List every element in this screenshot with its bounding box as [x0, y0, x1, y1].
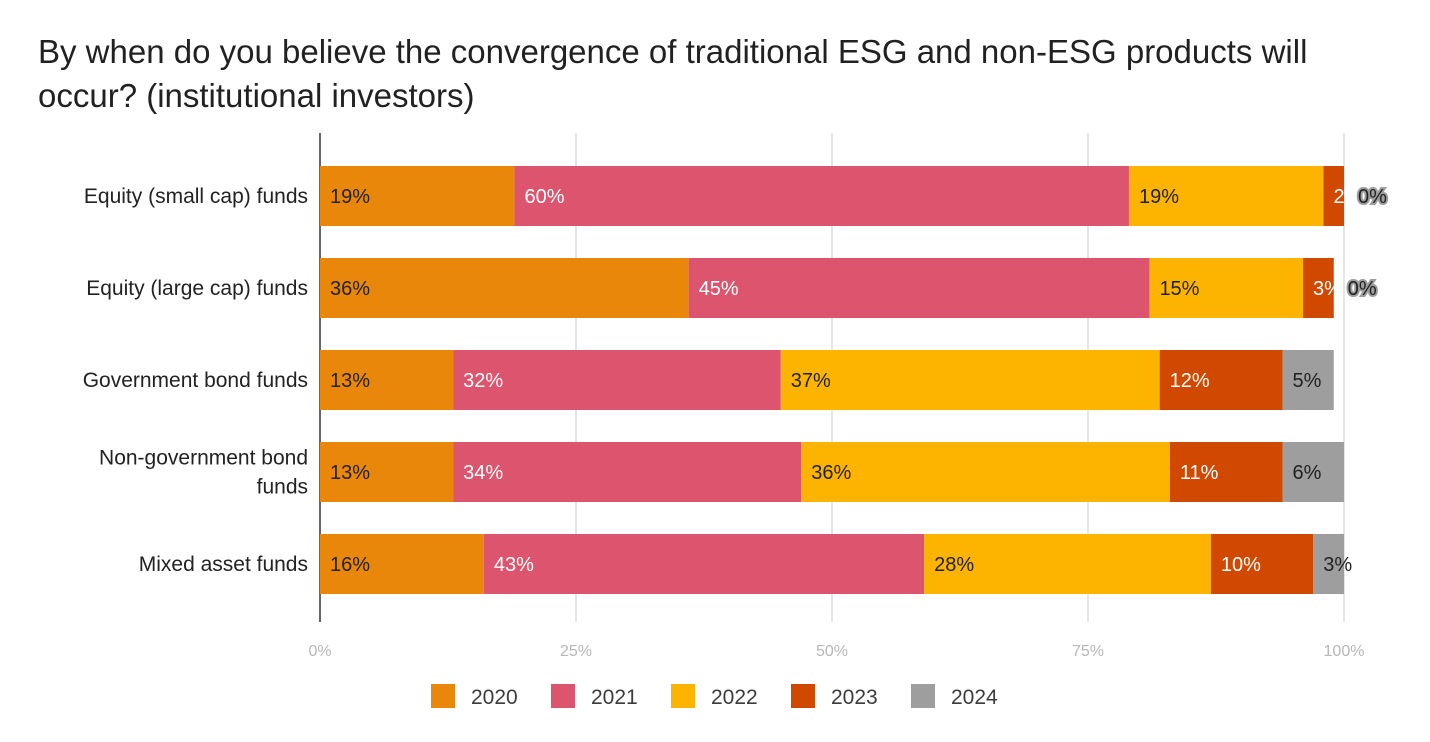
data-label: 28% [934, 554, 974, 576]
category-labels: Equity (small cap) funds Equity (large ca… [83, 185, 308, 576]
x-tick-label: 75% [1072, 643, 1104, 660]
x-tick-label: 0% [308, 643, 331, 660]
bar-segments [320, 166, 1344, 594]
bar-segment-2024 [1313, 534, 1344, 594]
bar-segment-2022 [801, 442, 1170, 502]
category-label: Equity (small cap) funds [84, 185, 308, 208]
bar-segment-2022 [924, 534, 1211, 594]
data-label: 15% [1159, 278, 1199, 300]
bar-segment-2023 [1323, 166, 1344, 226]
legend-label: 2022 [711, 686, 758, 709]
bar-segment-2020 [320, 258, 689, 318]
legend-swatch-2023 [791, 684, 815, 708]
data-label: 16% [330, 554, 370, 576]
legend-swatch-2024 [911, 684, 935, 708]
legend-label: 2024 [951, 686, 998, 709]
bar-segment-2024 [1282, 442, 1344, 502]
category-label: funds [257, 476, 308, 499]
data-label: 12% [1170, 370, 1210, 392]
legend-label: 2023 [831, 686, 878, 709]
legend-swatch-2021 [551, 684, 575, 708]
bar-segment-2021 [514, 166, 1129, 226]
bar-segment-2023 [1210, 534, 1314, 594]
x-tick-label: 100% [1324, 643, 1365, 660]
legend-swatch-2022 [671, 684, 695, 708]
data-label: 10% [1221, 554, 1261, 576]
x-tick-labels: 0% 25% 50% 75% 100% [308, 643, 1364, 660]
bar-segment-2020 [320, 350, 454, 410]
data-labels: 19% 60% 19% 2%0%36% 45% 15% 3% 0%13% 32% 37% 12% 5%… [330, 184, 1389, 576]
bar-segment-2022 [1149, 258, 1304, 318]
data-label: 0% [1348, 278, 1377, 300]
bar-segment-2021 [483, 534, 925, 594]
bar-segment-2022 [1128, 166, 1324, 226]
x-tick-label: 50% [816, 643, 848, 660]
data-label: 45% [699, 278, 739, 300]
data-label: 32% [463, 370, 503, 392]
chart-title: By when do you believe the convergence o… [38, 33, 1308, 114]
data-label: 36% [330, 278, 370, 300]
data-label: 3% [1323, 554, 1352, 576]
category-label: Non-government bond [99, 447, 308, 470]
data-label: 5% [1293, 370, 1322, 392]
data-label: 13% [330, 370, 370, 392]
bar-segment-2020 [320, 442, 454, 502]
bar-segment-2020 [320, 166, 515, 226]
legend-swatch-2020 [431, 684, 455, 708]
bar-segment-2020 [320, 534, 484, 594]
bar-segment-2024 [1282, 350, 1334, 410]
data-label: 43% [494, 554, 534, 576]
data-label: 13% [330, 462, 370, 484]
data-label: 0% [1358, 186, 1387, 208]
data-label: 34% [463, 462, 503, 484]
data-label: 19% [330, 186, 370, 208]
bar-segment-2022 [780, 350, 1160, 410]
bar-segment-2023 [1169, 442, 1283, 502]
legend-label: 2020 [471, 686, 518, 709]
data-label: 11% [1180, 462, 1219, 484]
data-label: 60% [525, 186, 565, 208]
bar-segment-2023 [1159, 350, 1283, 410]
legend: 2020 2021 2022 2023 2024 [431, 684, 998, 709]
category-label: Government bond funds [83, 369, 308, 392]
bar-segment-2023 [1303, 258, 1334, 318]
legend-label: 2021 [591, 686, 638, 709]
data-label: 6% [1293, 462, 1322, 484]
data-label: 36% [811, 462, 851, 484]
bar-segment-2021 [688, 258, 1150, 318]
category-label: Equity (large cap) funds [86, 277, 308, 300]
data-label: 3% [1313, 278, 1342, 300]
x-tick-label: 25% [560, 643, 592, 660]
data-label: 19% [1139, 186, 1179, 208]
data-label: 37% [791, 370, 831, 392]
category-label: Mixed asset funds [139, 553, 308, 576]
data-label: 2% [1334, 186, 1363, 208]
bar-segment-2021 [453, 442, 802, 502]
bar-segment-2021 [453, 350, 781, 410]
